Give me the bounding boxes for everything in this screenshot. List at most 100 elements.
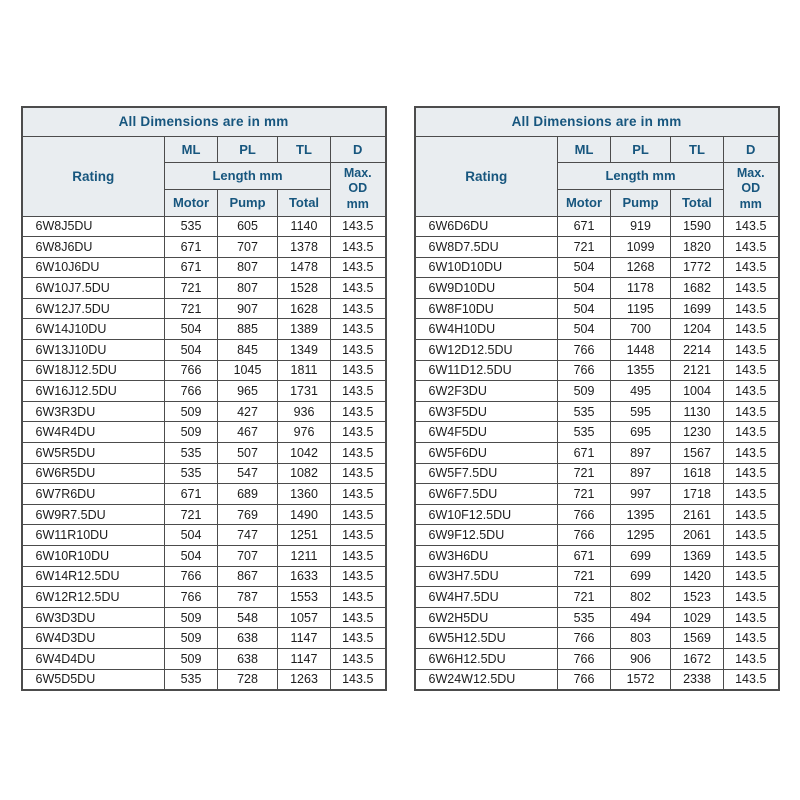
table-row: 6W4H7.5DU 721 802 1523 143.5	[414, 586, 779, 608]
max-od-cell: 143.5	[330, 503, 386, 526]
table-row: 6W5F7.5DU 721 897 1618 143.5	[414, 462, 779, 485]
pump-length-cell: 907	[217, 297, 278, 320]
table-row: 6W6F7.5DU 721 997 1718 143.5	[414, 483, 779, 505]
motor-length-cell: 504	[164, 318, 218, 341]
total-length-cell: 1699	[670, 297, 724, 320]
max-od-cell: 143.5	[330, 215, 386, 238]
table-row: 6W4D4DU 509 638 1147 143.5	[21, 647, 386, 670]
pump-length-cell: 495	[610, 380, 671, 402]
total-length-cell: 1147	[277, 647, 331, 670]
total-length-cell: 1057	[277, 606, 331, 629]
total-length-cell: 2161	[670, 503, 724, 526]
table-row: 6W6H12.5DU 766 906 1672 143.5	[414, 647, 779, 670]
motor-length-cell: 766	[557, 524, 611, 546]
table-row: 6W3H7.5DU 721 699 1420 143.5	[414, 565, 779, 588]
max-od-cell: 143.5	[330, 545, 386, 567]
rating-cell: 6W10F12.5DU	[414, 503, 558, 526]
max-od-cell: 143.5	[330, 442, 386, 464]
table-row: 6W11D12.5DU 766 1355 2121 143.5	[414, 359, 779, 382]
total-length-cell: 1251	[277, 524, 331, 546]
total-length-cell: 1811	[277, 359, 331, 382]
total-length-cell: 1349	[277, 339, 331, 361]
pump-length-cell: 1178	[610, 277, 671, 299]
table-row: 6W10J6DU 671 807 1478 143.5	[21, 256, 386, 279]
pump-length-cell: 728	[217, 668, 278, 691]
table-row: 6W9F12.5DU 766 1295 2061 143.5	[414, 524, 779, 546]
rating-cell: 6W10R10DU	[21, 545, 165, 567]
length-group-header: Length mm	[164, 161, 331, 190]
total-length-cell: 1082	[277, 462, 331, 485]
motor-length-cell: 504	[557, 277, 611, 299]
total-length-cell: 1490	[277, 503, 331, 526]
motor-length-cell: 766	[164, 380, 218, 402]
pump-length-cell: 897	[610, 462, 671, 485]
rating-cell: 6W9F12.5DU	[414, 524, 558, 546]
table-row: 6W4R4DU 509 467 976 143.5	[21, 421, 386, 444]
total-length-cell: 936	[277, 400, 331, 423]
max-od-cell: 143.5	[723, 215, 779, 238]
total-length-cell: 1633	[277, 565, 331, 588]
max-od-cell: 143.5	[330, 256, 386, 279]
pump-length-cell: 802	[610, 586, 671, 608]
table-row: 6W6D6DU 671 919 1590 143.5	[414, 215, 779, 238]
max-od-cell: 143.5	[723, 359, 779, 382]
pump-length-cell: 747	[217, 524, 278, 546]
table-row: 6W8F10DU 504 1195 1699 143.5	[414, 297, 779, 320]
rating-cell: 6W3F5DU	[414, 400, 558, 423]
motor-length-cell: 721	[557, 586, 611, 608]
rating-cell: 6W4F5DU	[414, 421, 558, 444]
table-row: 6W11R10DU 504 747 1251 143.5	[21, 524, 386, 546]
total-length-cell: 1528	[277, 277, 331, 299]
motor-length-cell: 721	[557, 236, 611, 258]
max-od-cell: 143.5	[330, 462, 386, 485]
total-length-cell: 1042	[277, 442, 331, 464]
motor-length-cell: 509	[557, 380, 611, 402]
pump-length-cell: 467	[217, 421, 278, 444]
max-od-cell: 143.5	[330, 380, 386, 402]
rating-cell: 6W12J7.5DU	[21, 297, 165, 320]
table-row: 6W5H12.5DU 766 803 1569 143.5	[414, 627, 779, 649]
total-length-cell: 1263	[277, 668, 331, 691]
pump-length-cell: 547	[217, 462, 278, 485]
total-length-cell: 1478	[277, 256, 331, 279]
motor-length-cell: 504	[164, 524, 218, 546]
tl-column-header: TL	[277, 135, 331, 163]
max-od-cell: 143.5	[330, 297, 386, 320]
rating-cell: 6W10D10DU	[414, 256, 558, 279]
max-od-cell: 143.5	[723, 668, 779, 691]
motor-length-cell: 509	[164, 421, 218, 444]
rating-cell: 6W5F6DU	[414, 442, 558, 464]
table-row: 6W4D3DU 509 638 1147 143.5	[21, 627, 386, 649]
pump-length-cell: 919	[610, 215, 671, 238]
total-length-cell: 1211	[277, 545, 331, 567]
total-length-cell: 1130	[670, 400, 724, 423]
max-od-cell: 143.5	[330, 421, 386, 444]
motor-length-cell: 504	[557, 318, 611, 341]
total-length-cell: 1004	[670, 380, 724, 402]
motor-length-cell: 509	[164, 647, 218, 670]
rating-cell: 6W14J10DU	[21, 318, 165, 341]
motor-length-cell: 766	[557, 339, 611, 361]
max-od-cell: 143.5	[723, 442, 779, 464]
rating-cell: 6W10J6DU	[21, 256, 165, 279]
rating-cell: 6W8J5DU	[21, 215, 165, 238]
motor-length-cell: 504	[164, 339, 218, 361]
max-od-cell: 143.5	[330, 318, 386, 341]
table-row: 6W3F5DU 535 595 1130 143.5	[414, 400, 779, 423]
table-row: 6W18J12.5DU 766 1045 1811 143.5	[21, 359, 386, 382]
rating-cell: 6W12D12.5DU	[414, 339, 558, 361]
table-row: 6W7R6DU 671 689 1360 143.5	[21, 483, 386, 505]
rating-cell: 6W12R12.5DU	[21, 586, 165, 608]
table-row: 6W5F6DU 671 897 1567 143.5	[414, 442, 779, 464]
table-body-left: 6W8J5DU 535 605 1140 143.5 6W8J6DU 671 707 1378 1…	[21, 215, 386, 691]
max-od-cell: 143.5	[330, 483, 386, 505]
rating-column-header: Rating	[21, 135, 165, 217]
max-od-cell: 143.5	[723, 647, 779, 670]
rating-cell: 6W5H12.5DU	[414, 627, 558, 649]
pump-length-cell: 427	[217, 400, 278, 423]
rating-cell: 6W8J6DU	[21, 236, 165, 258]
rating-cell: 6W4H10DU	[414, 318, 558, 341]
total-length-cell: 1718	[670, 483, 724, 505]
table-row: 6W14J10DU 504 885 1389 143.5	[21, 318, 386, 341]
rating-cell: 6W9R7.5DU	[21, 503, 165, 526]
